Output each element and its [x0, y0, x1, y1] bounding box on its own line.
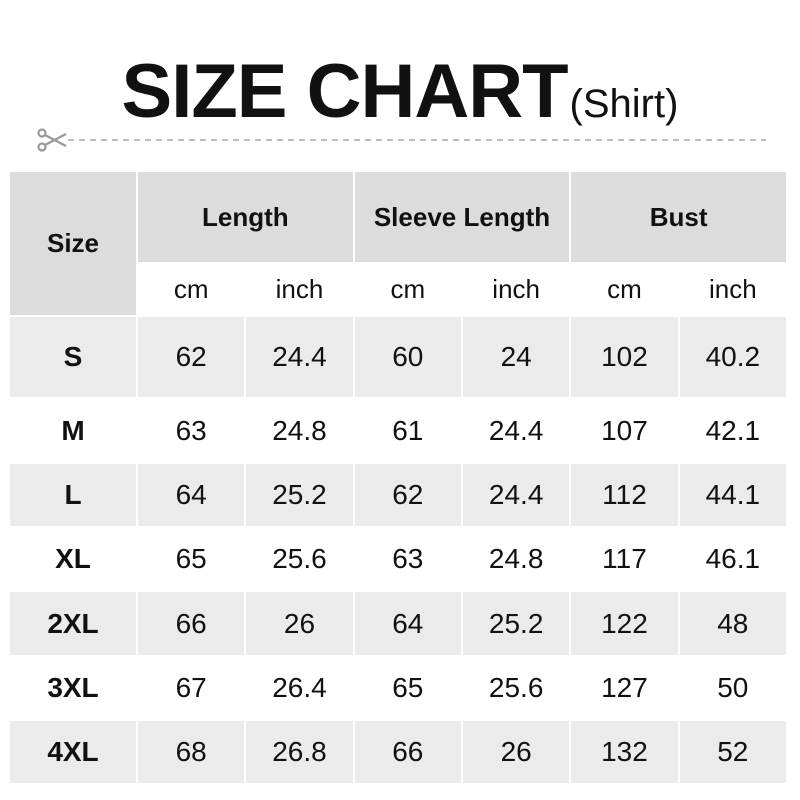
value-cell: 66 — [138, 592, 245, 655]
value-cell: 24.4 — [246, 317, 353, 397]
size-header: Size — [10, 172, 136, 315]
value-cell: 26.4 — [246, 657, 353, 719]
value-cell: 24.4 — [462, 464, 570, 526]
table-row: L 64 25.2 62 24.4 112 44.1 — [10, 464, 786, 526]
value-cell: 132 — [571, 721, 678, 783]
size-cell: L — [10, 464, 136, 526]
table-row: 4XL 68 26.8 66 26 132 52 — [10, 721, 786, 783]
value-cell: 61 — [354, 399, 461, 462]
value-cell: 24 — [462, 317, 570, 397]
table-row: XL 65 25.6 63 24.8 117 46.1 — [10, 528, 786, 590]
value-cell: 63 — [354, 528, 461, 590]
unit-header: cm — [354, 264, 461, 315]
value-cell: 107 — [571, 399, 678, 462]
value-cell: 112 — [571, 464, 678, 526]
unit-header: inch — [246, 264, 353, 315]
group-header-length: Length — [138, 172, 353, 262]
table-row: M 63 24.8 61 24.4 107 42.1 — [10, 399, 786, 462]
size-cell: XL — [10, 528, 136, 590]
value-cell: 66 — [354, 721, 461, 783]
value-cell: 25.6 — [246, 528, 353, 590]
table-row: S 62 24.4 60 24 102 40.2 — [10, 317, 786, 397]
group-header-bust: Bust — [571, 172, 786, 262]
title-main: SIZE CHART — [121, 49, 569, 134]
value-cell: 24.8 — [246, 399, 353, 462]
value-cell: 24.4 — [462, 399, 570, 462]
group-header-sleeve-length: Sleeve Length — [354, 172, 570, 262]
value-cell: 40.2 — [679, 317, 786, 397]
unit-header: inch — [462, 264, 570, 315]
value-cell: 24.8 — [462, 528, 570, 590]
value-cell: 48 — [679, 592, 786, 655]
value-cell: 62 — [138, 317, 245, 397]
table-row: 2XL 66 26 64 25.2 122 48 — [10, 592, 786, 655]
value-cell: 117 — [571, 528, 678, 590]
title-sub: (Shirt) — [569, 82, 679, 126]
value-cell: 50 — [679, 657, 786, 719]
size-cell: 3XL — [10, 657, 136, 719]
value-cell: 65 — [138, 528, 245, 590]
value-cell: 64 — [354, 592, 461, 655]
value-cell: 67 — [138, 657, 245, 719]
scissors-icon — [37, 128, 67, 152]
unit-header: inch — [679, 264, 786, 315]
value-cell: 26 — [462, 721, 570, 783]
value-cell: 42.1 — [679, 399, 786, 462]
value-cell: 52 — [679, 721, 786, 783]
size-cell: 4XL — [10, 721, 136, 783]
size-cell: M — [10, 399, 136, 462]
value-cell: 65 — [354, 657, 461, 719]
page-title: SIZE CHART(Shirt) — [0, 48, 800, 135]
value-cell: 68 — [138, 721, 245, 783]
size-cell: S — [10, 317, 136, 397]
table-row: 3XL 67 26.4 65 25.6 127 50 — [10, 657, 786, 719]
value-cell: 62 — [354, 464, 461, 526]
value-cell: 127 — [571, 657, 678, 719]
value-cell: 60 — [354, 317, 461, 397]
value-cell: 25.6 — [462, 657, 570, 719]
value-cell: 63 — [138, 399, 245, 462]
size-table: Size Length Sleeve Length Bust cm inch c… — [8, 170, 788, 785]
value-cell: 102 — [571, 317, 678, 397]
value-cell: 46.1 — [679, 528, 786, 590]
value-cell: 64 — [138, 464, 245, 526]
cut-line — [37, 128, 766, 152]
value-cell: 122 — [571, 592, 678, 655]
unit-header: cm — [571, 264, 678, 315]
size-cell: 2XL — [10, 592, 136, 655]
value-cell: 26 — [246, 592, 353, 655]
value-cell: 44.1 — [679, 464, 786, 526]
value-cell: 25.2 — [462, 592, 570, 655]
value-cell: 26.8 — [246, 721, 353, 783]
unit-header: cm — [138, 264, 245, 315]
value-cell: 25.2 — [246, 464, 353, 526]
